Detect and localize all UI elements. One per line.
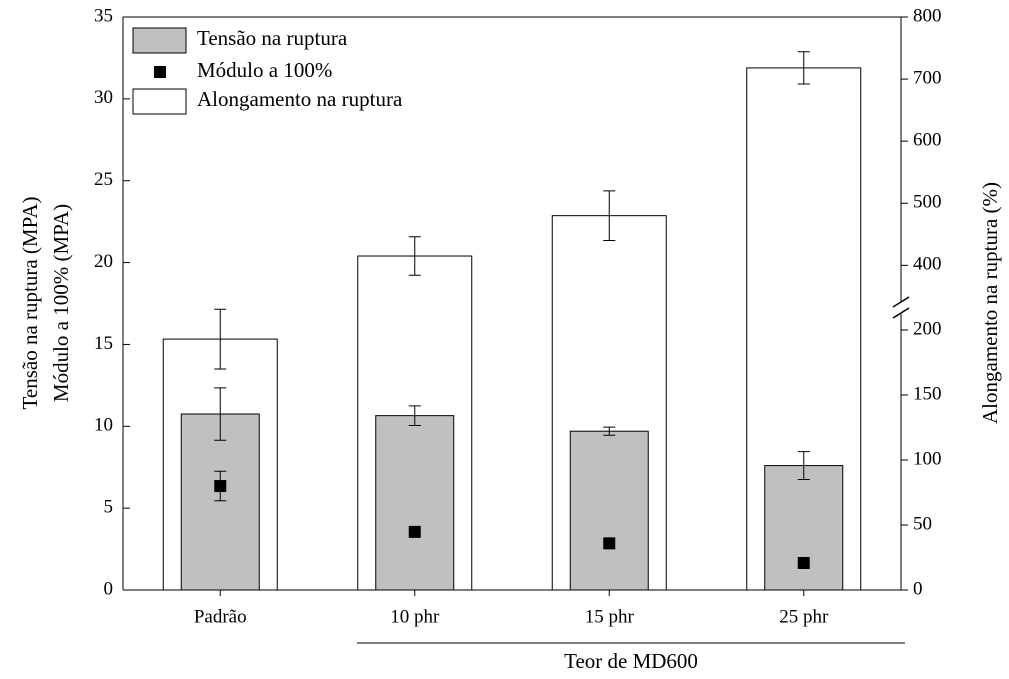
bar: [764, 465, 844, 591]
y-axis-title: Módulo a 100% (MPA): [49, 204, 73, 402]
y2-tick-label: 200: [913, 318, 942, 339]
y2-tick-label: 150: [913, 383, 942, 404]
error-bar: [603, 190, 616, 241]
legend-label: Tensão na ruptura: [197, 26, 348, 50]
y-tick-label: 25: [94, 169, 113, 190]
x-tick-label: 15 phr: [585, 606, 635, 627]
y-tick-label: 20: [94, 251, 113, 272]
error-bar: [797, 51, 810, 85]
y2-axis-title: Alongamento na ruptura (%): [978, 182, 1002, 424]
bar: [375, 415, 455, 591]
axis-break: [892, 307, 910, 319]
error-bar: [214, 470, 227, 502]
bar: [569, 430, 649, 591]
y2-tick-label: 700: [913, 67, 942, 88]
y2-tick-label: 400: [913, 254, 942, 275]
point: [797, 556, 810, 569]
point: [603, 537, 616, 550]
y-axis-title: Tensão na ruptura (MPA): [18, 197, 42, 410]
y-tick-label: 35: [94, 5, 113, 26]
y-tick-label: 0: [104, 578, 114, 599]
x-tick-label: Padrão: [194, 606, 247, 627]
error-bar: [797, 451, 810, 480]
x-tick-label: 25 phr: [779, 606, 829, 627]
legend-label: Alongamento na ruptura: [197, 87, 403, 111]
y-tick-label: 10: [94, 415, 113, 436]
legend-swatch: [132, 27, 187, 54]
y2-tick-label: 50: [913, 513, 932, 534]
y2-tick-label: 800: [913, 5, 942, 26]
y2-tick-label: 100: [913, 448, 942, 469]
y-tick-label: 5: [104, 497, 114, 518]
axis-break: [892, 296, 910, 308]
error-bar: [214, 308, 227, 370]
y-tick-label: 30: [94, 87, 113, 108]
x-tick-label: 10 phr: [390, 606, 440, 627]
point: [408, 525, 421, 538]
error-bar: [603, 426, 616, 436]
y2-tick-label: 500: [913, 192, 942, 213]
y2-tick-label: 600: [913, 130, 942, 151]
bar: [180, 413, 260, 591]
legend-swatch: [132, 88, 187, 115]
y2-tick-label: 0: [913, 578, 923, 599]
y-tick-label: 15: [94, 333, 113, 354]
error-bar: [214, 387, 227, 441]
error-bar: [408, 236, 421, 276]
error-bar: [408, 405, 421, 426]
legend-label: Módulo a 100%: [197, 58, 332, 82]
legend-swatch: [154, 66, 166, 78]
x-axis-title: Teor de MD600: [564, 649, 698, 673]
